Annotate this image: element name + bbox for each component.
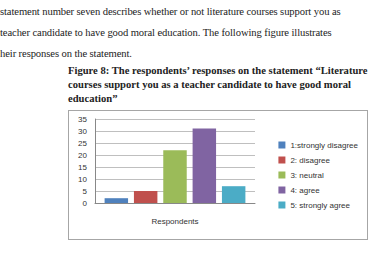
html-text:Figure 8: The respondents’ res: Figure 8: The respondents’ responses on … [68,65,368,104]
svg-text:10: 10 [78,175,87,184]
html-text:teacher candidate to have good: teacher candidate to have good moral edu… [0,27,332,38]
svg-text:30: 30 [78,127,87,136]
html-text:heir responses on the statemen: heir responses on the statement. [0,48,132,59]
svg-text:1:strongly disagree: 1:strongly disagree [290,141,358,150]
svg-text:20: 20 [78,151,87,160]
svg-text:15: 15 [78,163,87,172]
svg-text:0: 0 [83,199,88,208]
svg-text:Respondents: Respondents [151,217,198,226]
svg-text:25: 25 [78,139,87,148]
svg-text:3: neutral: 3: neutral [290,171,324,180]
svg-text:35: 35 [78,115,87,124]
svg-text:5: 5 [83,187,88,196]
html-text:statement number seven describ: statement number seven describes whether… [0,6,341,17]
svg-text:2: disagree: 2: disagree [290,156,330,165]
svg-text:4: agree: 4: agree [290,186,320,195]
svg-text:5: strongly agree: 5: strongly agree [290,201,350,210]
